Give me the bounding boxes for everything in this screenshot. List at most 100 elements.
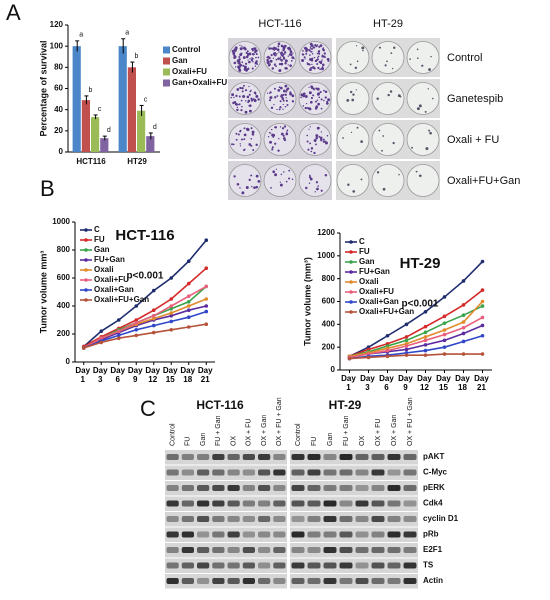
blot-band (403, 469, 417, 476)
colony (291, 100, 295, 103)
colony (378, 129, 381, 132)
plate (406, 164, 440, 197)
colony (268, 47, 271, 50)
blot-band (339, 547, 353, 553)
colony (237, 133, 240, 136)
blot-band (387, 500, 401, 507)
colony (283, 51, 287, 54)
plate (263, 82, 297, 115)
colony (324, 56, 327, 58)
colony (316, 52, 319, 55)
blot-band (323, 562, 337, 569)
legend-marker (84, 228, 88, 232)
colony (275, 65, 277, 68)
colony (279, 181, 281, 183)
blot-band (258, 454, 271, 460)
plate (228, 164, 262, 197)
blot-band (291, 469, 305, 476)
point (169, 314, 174, 318)
legend-marker (84, 268, 88, 272)
colony (243, 65, 247, 69)
colony (317, 185, 319, 187)
point (134, 333, 139, 338)
point (204, 238, 209, 242)
protein-label: pERK (423, 483, 445, 492)
blot-band (197, 485, 210, 491)
colony (271, 148, 274, 151)
colony (239, 86, 242, 90)
colony (281, 127, 285, 130)
blot-band (212, 531, 225, 538)
blot-band (387, 516, 401, 522)
blot-band (355, 516, 369, 522)
colony (248, 85, 250, 88)
blot-band (387, 454, 401, 460)
blot-band (212, 562, 225, 569)
colony (279, 183, 283, 187)
colony (242, 84, 245, 87)
colony (286, 129, 289, 132)
y-axis-label: Tumor volume (mm³) (302, 257, 312, 346)
colony (376, 97, 379, 100)
colony (230, 96, 232, 99)
colony (321, 63, 325, 67)
colony (289, 50, 293, 54)
blot-band (403, 531, 417, 538)
bar (72, 46, 81, 152)
colony (316, 99, 319, 102)
colony (234, 66, 237, 68)
blot-band (181, 562, 194, 569)
point (461, 320, 466, 324)
colony (244, 47, 247, 51)
colony (318, 52, 320, 54)
bar (146, 136, 155, 152)
x-tick-label-box: Day 9 (398, 374, 413, 392)
colony (416, 107, 420, 111)
point (99, 329, 104, 334)
blot-band (212, 469, 225, 476)
colony (308, 68, 312, 72)
point (186, 281, 191, 286)
colony (253, 47, 257, 51)
lane-label: FU (185, 437, 192, 446)
colony (235, 132, 238, 135)
colony (390, 52, 393, 54)
blot-band (291, 562, 305, 569)
colony (308, 174, 311, 177)
colony (273, 87, 276, 90)
colony (313, 139, 317, 142)
bar (118, 46, 127, 152)
colony (231, 93, 235, 97)
legend-label: C (359, 237, 365, 246)
colony (322, 140, 326, 143)
colony (308, 91, 312, 95)
colony (249, 109, 252, 113)
colony (316, 63, 319, 66)
blot-band (387, 578, 401, 584)
colony (292, 52, 294, 54)
blot-band (403, 547, 417, 553)
colony (409, 58, 411, 60)
colony (233, 56, 236, 59)
colony (238, 61, 241, 65)
colony (248, 143, 252, 146)
x-tick-label-box: Day 21 (474, 374, 489, 392)
x-tick-label-box: Day 21 (198, 366, 213, 384)
point (461, 352, 466, 356)
colony (233, 48, 236, 50)
x-tick-label: Day 12 (145, 366, 161, 384)
x-tick-label: Day 3 (360, 374, 375, 392)
point (169, 304, 174, 308)
colony (241, 90, 244, 93)
point (366, 355, 371, 360)
colony (304, 58, 306, 60)
legend-label: Oxali+FU+Gan (94, 295, 149, 304)
blot-strip (290, 543, 418, 558)
x-tick-label-box: Day 12 (417, 374, 432, 392)
blot-strip (165, 481, 287, 496)
legend-marker (84, 278, 88, 282)
colony (300, 93, 304, 97)
colony (286, 103, 289, 106)
lane-label: Gan (327, 433, 334, 446)
